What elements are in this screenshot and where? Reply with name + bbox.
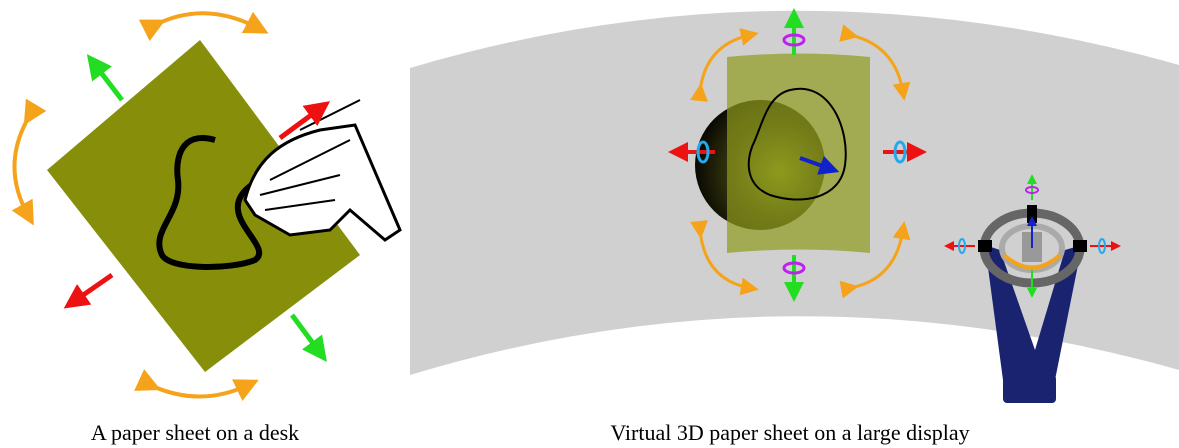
desk-scene [11, 11, 402, 402]
paper-sheet [47, 40, 360, 372]
hand [243, 123, 402, 242]
virtual-sheet [727, 53, 870, 253]
drawn-stroke [156, 135, 263, 270]
caption-right: Virtual 3D paper sheet on a large displa… [610, 420, 969, 445]
display-scene [410, 8, 1179, 403]
caption-left: A paper sheet on a desk [91, 420, 299, 445]
device [944, 174, 1121, 403]
